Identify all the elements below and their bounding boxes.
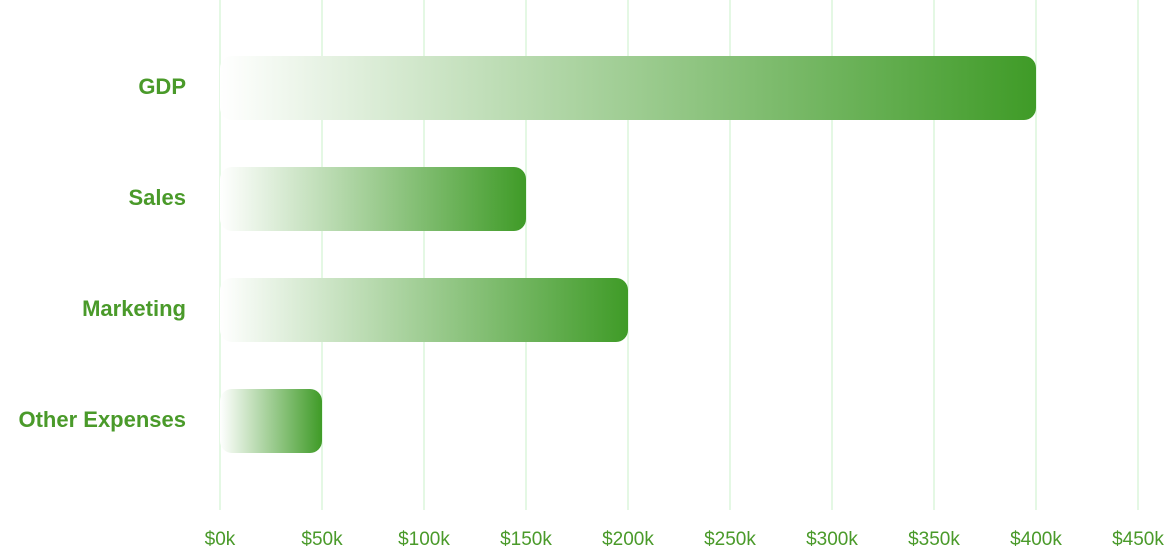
- x-tick-label: $50k: [301, 529, 343, 549]
- x-tick-label: $400k: [1010, 529, 1062, 549]
- category-label: Marketing: [82, 296, 186, 321]
- x-tick-label: $350k: [908, 529, 960, 549]
- bar-gdp: [220, 56, 1036, 120]
- bar-sales: [220, 167, 526, 231]
- x-tick-label: $200k: [602, 529, 654, 549]
- x-tick-label: $300k: [806, 529, 858, 549]
- x-tick-label: $450k: [1112, 529, 1164, 549]
- x-axis-ticks: $0k $50k $100k $150k $200k $250k $300k $350k $40…: [205, 529, 1165, 549]
- x-tick-label: $100k: [398, 529, 450, 549]
- x-tick-label: $250k: [704, 529, 756, 549]
- category-label: Other Expenses: [18, 407, 186, 432]
- category-labels: GDP Sales Marketing Other Expenses: [18, 74, 186, 432]
- category-label: GDP: [138, 74, 186, 99]
- x-tick-label: $0k: [205, 529, 236, 549]
- bars: [220, 56, 1036, 453]
- bar-marketing: [220, 278, 628, 342]
- x-tick-label: $150k: [500, 529, 552, 549]
- bar-other-expenses: [220, 389, 322, 453]
- category-label: Sales: [129, 185, 187, 210]
